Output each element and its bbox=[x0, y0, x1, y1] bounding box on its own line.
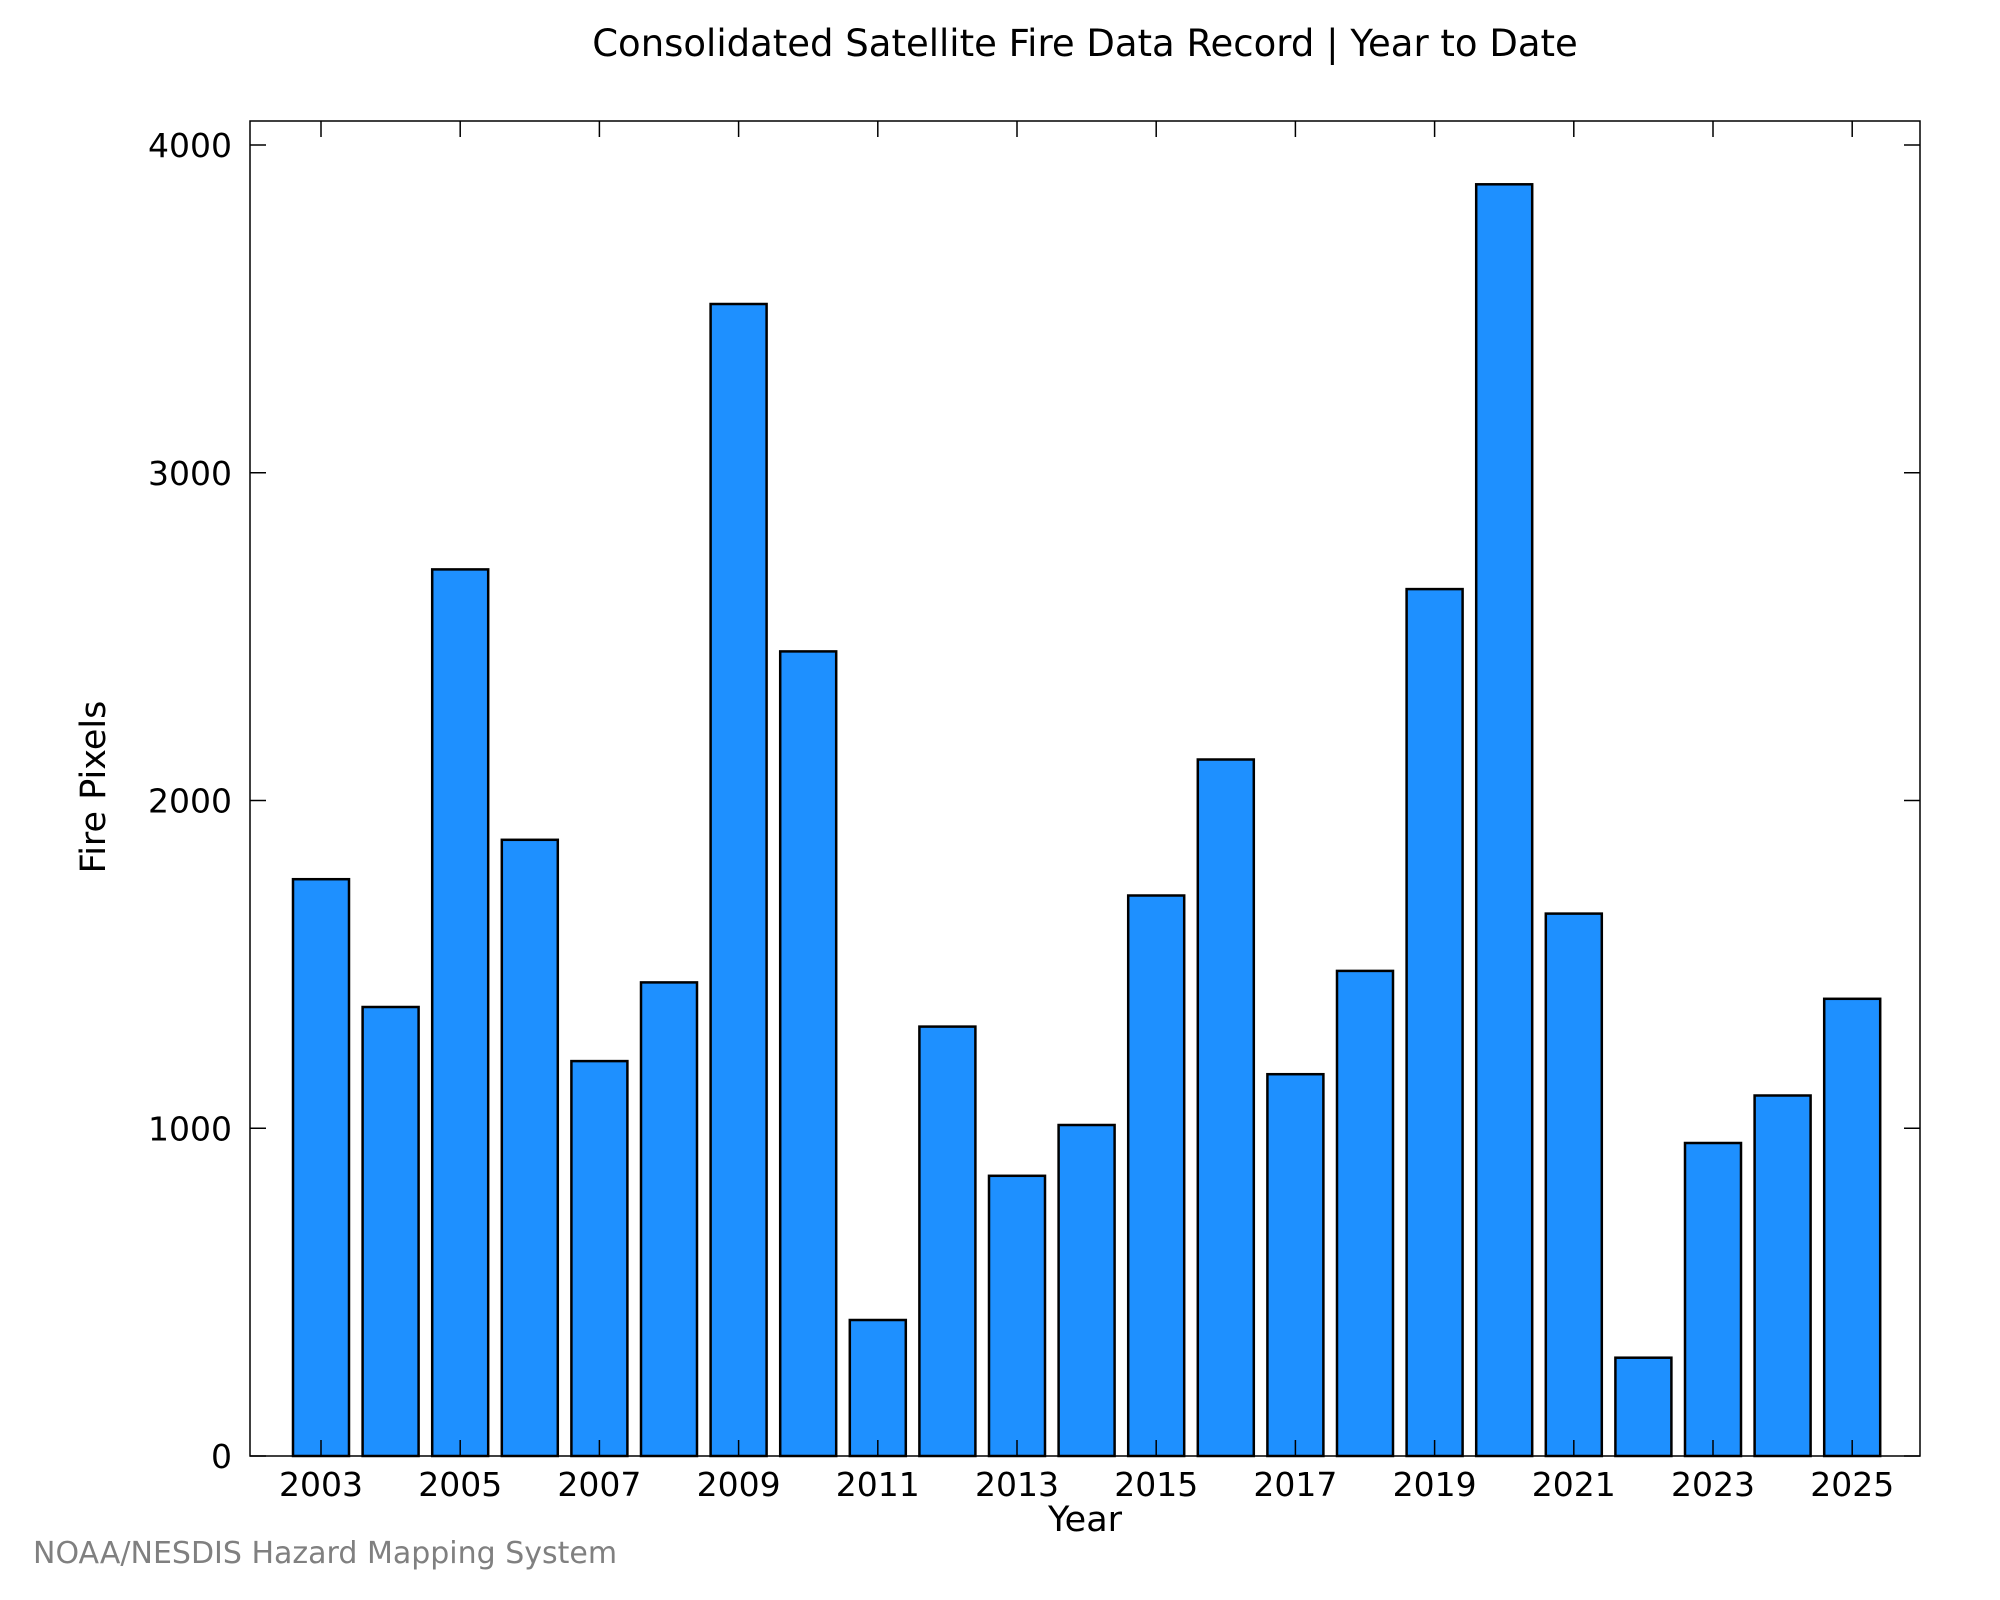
labels-layer: 0 1000 2000 3000 4000 2003 2005 2007 2009 2011 201… bbox=[74, 126, 1894, 1540]
bar-2008 bbox=[639, 981, 699, 1458]
bar-2005 bbox=[430, 568, 490, 1458]
bar-2023 bbox=[1683, 1141, 1743, 1458]
footer-credit: NOAA/NESDIS Hazard Mapping System bbox=[33, 1536, 618, 1571]
y-tick-label-4000: 4000 bbox=[148, 126, 232, 165]
x-tick-label-2019: 2019 bbox=[1393, 1465, 1477, 1504]
x-tick-label-2005: 2005 bbox=[418, 1465, 502, 1504]
plot-frame bbox=[249, 120, 1921, 1457]
bar-2009 bbox=[709, 302, 768, 1458]
bar-2012 bbox=[918, 1025, 977, 1458]
bar-2015 bbox=[1126, 894, 1186, 1458]
y-tick-label-3000: 3000 bbox=[148, 454, 232, 493]
x-axis-label: Year bbox=[1047, 1500, 1123, 1540]
bar-2020 bbox=[1474, 183, 1534, 1458]
bar-2025 bbox=[1822, 997, 1882, 1458]
chart-title: Consolidated Satellite Fire Data Record … bbox=[592, 22, 1578, 65]
axes-layer bbox=[249, 120, 1921, 1457]
bar-2004 bbox=[361, 1005, 420, 1458]
x-tick-label-2015: 2015 bbox=[1114, 1465, 1198, 1504]
x-tick-label-2017: 2017 bbox=[1253, 1465, 1337, 1504]
y-axis-label: Fire Pixels bbox=[74, 701, 114, 874]
x-tick-label-2009: 2009 bbox=[697, 1465, 781, 1504]
y-tick-label-0: 0 bbox=[211, 1437, 232, 1476]
bar-2016 bbox=[1196, 758, 1256, 1458]
x-tick-label-2013: 2013 bbox=[975, 1465, 1059, 1504]
bar-2024 bbox=[1753, 1094, 1812, 1458]
x-tick-label-2011: 2011 bbox=[836, 1465, 920, 1504]
y-tick-label-2000: 2000 bbox=[148, 782, 232, 821]
bar-2018 bbox=[1335, 969, 1395, 1458]
bar-2017 bbox=[1266, 1072, 1325, 1458]
y-tick-label-1000: 1000 bbox=[148, 1109, 232, 1148]
bar-2006 bbox=[500, 838, 560, 1458]
bar-2007 bbox=[570, 1059, 629, 1458]
bar-2011 bbox=[848, 1318, 908, 1458]
bar-2013 bbox=[987, 1174, 1047, 1458]
bar-2014 bbox=[1057, 1123, 1116, 1458]
bar-2021 bbox=[1544, 912, 1604, 1458]
bar-2022 bbox=[1614, 1356, 1673, 1458]
x-tick-label-2023: 2023 bbox=[1671, 1465, 1755, 1504]
x-tick-label-2007: 2007 bbox=[557, 1465, 641, 1504]
bar-2003 bbox=[291, 877, 351, 1458]
bars-layer bbox=[291, 183, 1882, 1458]
bar-2010 bbox=[778, 650, 838, 1458]
bar-2019 bbox=[1405, 587, 1464, 1458]
x-tick-label-2003: 2003 bbox=[279, 1465, 363, 1504]
x-tick-label-2025: 2025 bbox=[1810, 1465, 1894, 1504]
x-tick-label-2021: 2021 bbox=[1532, 1465, 1616, 1504]
